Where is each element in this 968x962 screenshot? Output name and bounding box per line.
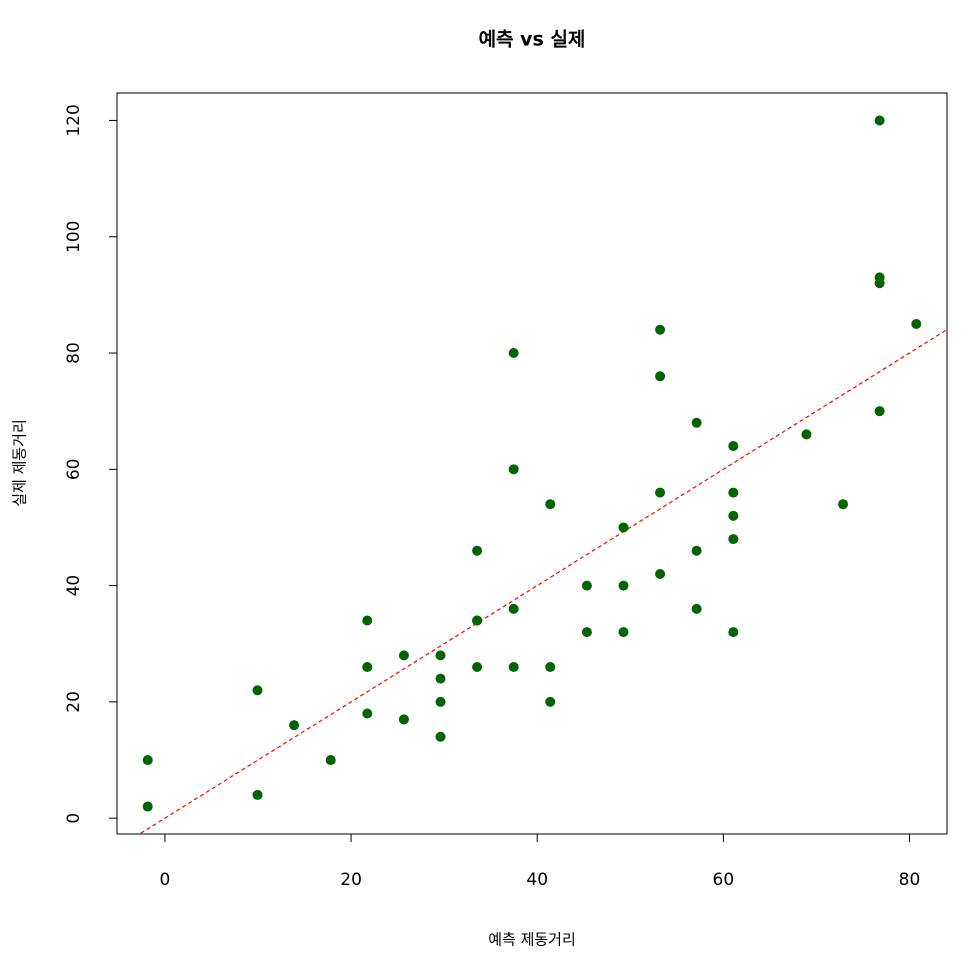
point (728, 534, 739, 545)
point (691, 603, 702, 614)
point (472, 662, 483, 673)
y-axis-label: 실제 제동거리 (11, 419, 29, 507)
point (691, 417, 702, 428)
x-tick-label: 80 (899, 870, 921, 890)
point (472, 545, 483, 556)
point (252, 789, 263, 800)
reference-line (138, 329, 947, 834)
point (398, 714, 409, 725)
point (618, 627, 629, 638)
point (618, 580, 629, 591)
point (508, 464, 519, 475)
y-tick-label: 0 (64, 813, 84, 824)
point (508, 603, 519, 614)
point (545, 499, 556, 510)
point (398, 650, 409, 661)
point (874, 406, 885, 417)
point (728, 627, 739, 638)
point (874, 115, 885, 126)
point (142, 801, 153, 812)
x-tick-label: 40 (526, 870, 548, 890)
point (655, 568, 666, 579)
point (728, 487, 739, 498)
x-tick-label: 60 (713, 870, 735, 890)
point (581, 580, 592, 591)
point (545, 662, 556, 673)
point (545, 696, 556, 707)
point (435, 673, 446, 684)
y-tick-label: 120 (64, 104, 84, 136)
y-tick-label: 80 (64, 342, 84, 364)
point (362, 662, 373, 673)
point (362, 708, 373, 719)
point (581, 627, 592, 638)
point (838, 499, 849, 510)
x-axis-label: 예측 제동거리 (488, 931, 576, 949)
point (801, 429, 812, 440)
chart-title: 예측 vs 실제 (479, 29, 586, 51)
point (362, 615, 373, 626)
point (655, 487, 666, 498)
point (252, 685, 263, 696)
point (911, 318, 922, 329)
point (691, 545, 702, 556)
y-tick-label: 60 (64, 458, 84, 480)
plot-frame (116, 92, 948, 835)
point (655, 324, 666, 335)
point (728, 441, 739, 452)
point (508, 348, 519, 359)
point (472, 615, 483, 626)
point (289, 720, 300, 731)
point (874, 272, 885, 283)
point (435, 696, 446, 707)
y-tick-label: 40 (64, 575, 84, 597)
point (655, 371, 666, 382)
point (435, 650, 446, 661)
point (618, 522, 629, 533)
point (325, 755, 336, 766)
point (728, 510, 739, 521)
point (142, 755, 153, 766)
point (435, 731, 446, 742)
x-tick-label: 0 (160, 870, 171, 890)
point (508, 662, 519, 673)
x-tick-label: 20 (340, 870, 362, 890)
y-tick-label: 100 (64, 221, 84, 253)
y-tick-label: 20 (64, 691, 84, 713)
plot-area (138, 115, 947, 834)
